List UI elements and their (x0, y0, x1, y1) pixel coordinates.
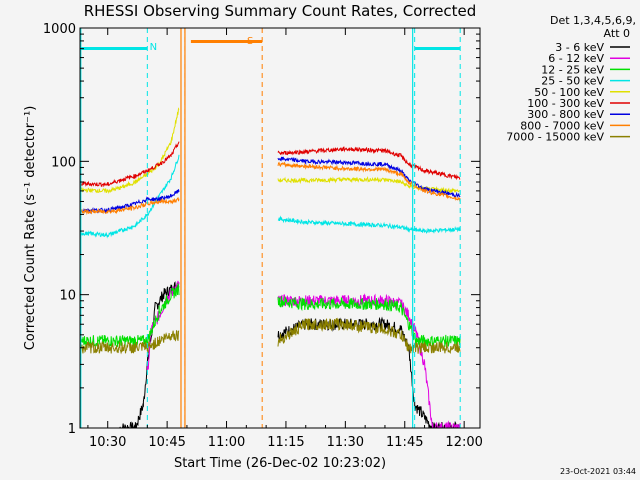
legend-header-line-2: Att 0 (604, 27, 630, 40)
legend-label-8: 800 - 7000 keV (520, 119, 604, 132)
series-line-50-100-kev-part-1 (80, 107, 180, 194)
y-tick-label: 10 (59, 289, 76, 304)
series-line-12-25-kev-part-2 (277, 296, 461, 347)
series-line-7000-15000-kev-part-1 (80, 329, 180, 355)
series-line-300-800-kev-part-1 (80, 189, 180, 215)
flag-s-bar-1 (190, 40, 263, 43)
x-tick-label: 11:00 (208, 435, 245, 450)
series-line-800-7000-kev-part-1 (80, 196, 180, 216)
x-tick-label: 12:00 (445, 435, 482, 450)
legend-label-2: 6 - 12 keV (548, 52, 604, 65)
flag-n-bar-1 (80, 47, 148, 50)
legend-label-1: 3 - 6 keV (555, 41, 604, 54)
y-tick-label: 100 (51, 155, 76, 170)
series-line-3-6-kev-part-2 (277, 316, 461, 428)
series-line-6-12-kev-part-2 (277, 293, 461, 428)
y-axis-label: Corrected Count Rate (s⁻¹ detector⁻¹) (23, 106, 38, 351)
legend-header-line-1: Det 1,3,4,5,6,9, (550, 14, 636, 27)
legend-label-4: 25 - 50 keV (541, 75, 604, 88)
legend-label-3: 12 - 25 keV (541, 63, 604, 76)
x-tick-label: 10:45 (148, 435, 185, 450)
flag-label-n: N (150, 42, 157, 53)
y-tick-label: 1000 (43, 22, 76, 37)
series-layer (80, 107, 461, 428)
flag-n-bar-2 (414, 47, 461, 50)
flag-layer: NS (80, 28, 461, 428)
series-line-50-100-kev-part-2 (277, 176, 461, 194)
series-line-800-7000-kev-part-2 (277, 161, 461, 203)
legend-label-9: 7000 - 15000 keV (506, 131, 604, 144)
series-line-25-50-kev-part-2 (277, 215, 461, 234)
x-tick-label: 11:45 (386, 435, 423, 450)
timestamp: 23-Oct-2021 03:44 (560, 467, 636, 476)
x-axis-label: Start Time (26-Dec-02 10:23:02) (174, 456, 386, 471)
series-line-25-50-kev-part-1 (80, 154, 180, 239)
x-tick-label: 11:30 (327, 435, 364, 450)
flag-label-s: S (247, 36, 253, 47)
x-tick-label: 10:30 (89, 435, 126, 450)
x-ticks: 10:30 10:45 11:00 11:15 11:30 11:45 12:00 (87, 28, 483, 450)
series-line-7000-15000-kev-part-2 (277, 317, 461, 355)
series-line-12-25-kev-part-1 (80, 282, 180, 348)
legend-label-7: 300 - 800 keV (527, 108, 604, 121)
x-tick-label: 11:15 (267, 435, 304, 450)
plot-area: NS (79, 27, 481, 429)
plot-frame (79, 27, 481, 429)
y-ticks: 1 10 100 1000 (43, 22, 480, 437)
chart-title: RHESSI Observing Summary Count Rates, Co… (84, 2, 477, 20)
y-tick-label: 1 (68, 422, 76, 437)
legend-label-5: 50 - 100 keV (534, 86, 604, 99)
legend-label-6: 100 - 300 keV (527, 97, 604, 110)
series-line-100-300-kev-part-1 (80, 141, 180, 188)
series-line-100-300-kev-part-2 (277, 146, 461, 181)
